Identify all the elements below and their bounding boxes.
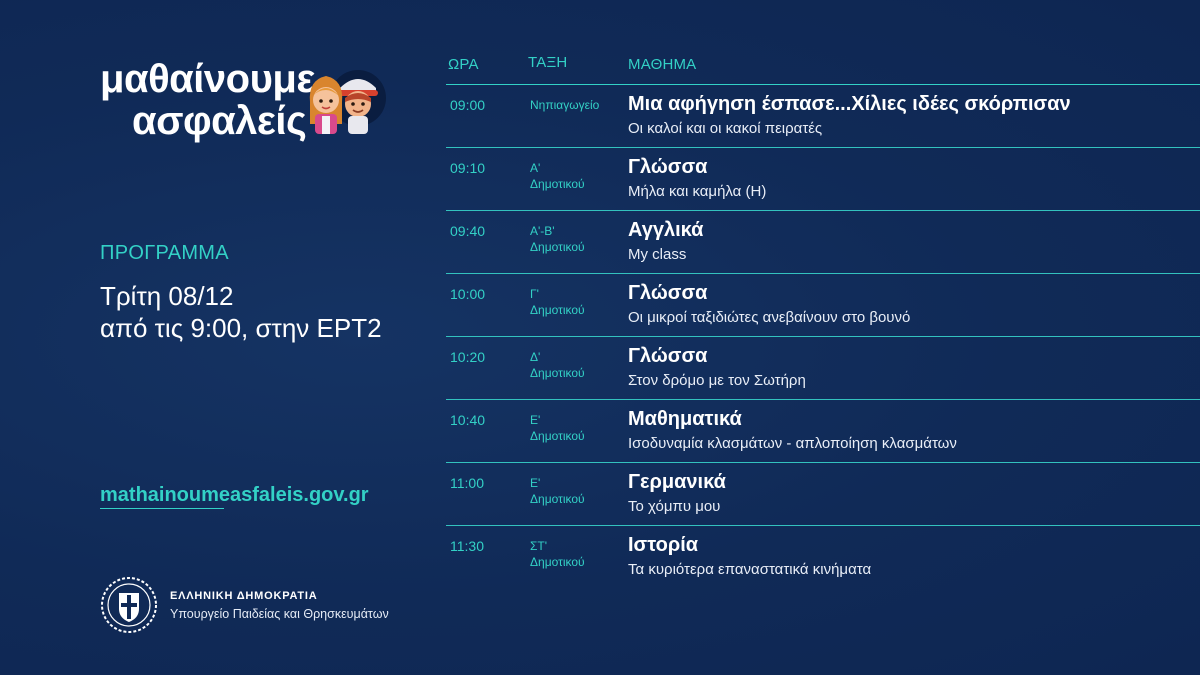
schedule-row: 10:40 Ε' Δημοτικού Μαθηματικά Ισοδυναμία… [446, 400, 1200, 463]
ministry-footer: ΕΛΛΗΝΙΚΗ ΔΗΜΟΚΡΑΤΙΑ Υπουργείο Παιδείας κ… [100, 576, 389, 634]
row-time: 11:30 [450, 538, 484, 554]
row-grade: Ε' Δημοτικού [530, 475, 585, 507]
row-grade-school: Δημοτικού [530, 492, 585, 506]
republic-title: ΕΛΛΗΝΙΚΗ ΔΗΜΟΚΡΑΤΙΑ [170, 589, 318, 602]
broadcast-time-channel: από τις 9:00, στην ΕΡΤ2 [100, 313, 382, 343]
row-grade-level: Ε' [530, 413, 541, 427]
schedule-row: 09:40 Α'-Β' Δημοτικού Αγγλικά My class [446, 211, 1200, 274]
kids-illustration-icon [309, 70, 386, 134]
row-lesson-topic: Τα κυριότερα επαναστατικά κινήματα [628, 561, 872, 578]
row-grade-level: Δ' [530, 350, 541, 364]
schedule-row: 11:00 Ε' Δημοτικού Γερμανικά Το χόμπυ μο… [446, 463, 1200, 526]
header-subject: ΜΑΘΗΜΑ [628, 56, 697, 73]
logo-line-2: ασφαλείς [132, 99, 307, 143]
row-grade: ΣΤ' Δημοτικού [530, 538, 585, 570]
row-grade-level: Α' [530, 161, 541, 175]
row-lesson-topic: Στον δρόμο με τον Σωτήρη [628, 372, 806, 389]
row-lesson-topic: Μήλα και καμήλα (Η) [628, 183, 767, 200]
row-lesson-topic: My class [628, 246, 687, 263]
row-lesson-topic: Το χόμπυ μου [628, 498, 721, 515]
row-grade-school: Δημοτικού [530, 429, 585, 443]
row-subject-title: Μια αφήγηση έσπασε...Χίλιες ιδέες σκόρπι… [628, 93, 1071, 115]
row-subject-title: Γλώσσα [628, 282, 708, 304]
logo-wordmark: μαθαίνουμε ασφαλείς [100, 58, 315, 142]
row-grade-school: Δημοτικού [530, 555, 585, 569]
row-lesson-topic: Οι μικροί ταξιδιώτες ανεβαίνουν στο βουν… [628, 309, 911, 326]
row-time: 09:10 [450, 160, 486, 176]
row-time: 10:20 [450, 349, 486, 365]
row-subject-title: Γερμανικά [628, 471, 726, 493]
row-grade-level: Νηπιαγωγείο [530, 98, 600, 112]
row-grade: Δ' Δημοτικού [530, 349, 585, 381]
header-time: ΩΡΑ [448, 56, 479, 73]
schedule-row: 11:30 ΣΤ' Δημοτικού Ιστορία Τα κυριότερα… [446, 526, 1200, 588]
header-grade: ΤΑΞΗ [528, 54, 568, 71]
program-label: ΠΡΟΓΡΑΜΜΑ [100, 242, 229, 264]
row-subject-title: Γλώσσα [628, 345, 708, 367]
row-grade-school: Δημοτικού [530, 303, 585, 317]
greek-republic-emblem-icon [101, 577, 157, 633]
row-time: 10:00 [450, 286, 486, 302]
row-grade-level: Ε' [530, 476, 541, 490]
row-grade: Γ' Δημοτικού [530, 286, 585, 318]
row-lesson-topic: Ισοδυναμία κλασμάτων - απλοποίηση κλασμά… [628, 435, 957, 452]
row-time: 09:40 [450, 223, 486, 239]
row-grade: Ε' Δημοτικού [530, 412, 585, 444]
logo-line-1: μαθαίνουμε [100, 57, 315, 101]
row-grade-school: Δημοτικού [530, 366, 585, 380]
row-subject-title: Ιστορία [628, 534, 699, 556]
row-grade-school: Δημοτικού [530, 177, 585, 191]
row-grade-level: Γ' [530, 287, 539, 301]
website-underline [100, 508, 224, 509]
schedule-row: 09:10 Α' Δημοτικού Γλώσσα Μήλα και καμήλ… [446, 148, 1200, 211]
schedule-header: ΩΡΑ ΤΑΞΗ ΜΑΘΗΜΑ [446, 54, 1200, 84]
row-time: 10:40 [450, 412, 486, 428]
row-grade-level: ΣΤ' [530, 539, 548, 553]
ministry-name: Υπουργείο Παιδείας και Θρησκευμάτων [170, 606, 389, 621]
row-time: 09:00 [450, 97, 486, 113]
row-time: 11:00 [450, 475, 484, 491]
row-grade-school: Δημοτικού [530, 240, 585, 254]
row-subject-title: Γλώσσα [628, 156, 708, 178]
schedule-row: 10:00 Γ' Δημοτικού Γλώσσα Οι μικροί ταξι… [446, 274, 1200, 337]
broadcast-date: Τρίτη 08/12 [100, 281, 234, 311]
row-grade: Α'-Β' Δημοτικού [530, 223, 585, 255]
header-divider [446, 84, 1200, 85]
schedule-row: 09:00 Νηπιαγωγείο Μια αφήγηση έσπασε...Χ… [446, 85, 1200, 148]
row-subject-title: Αγγλικά [628, 219, 704, 241]
schedule-table: ΩΡΑ ΤΑΞΗ ΜΑΘΗΜΑ 09:00 Νηπιαγωγείο Μια αφ… [446, 54, 1200, 588]
website-link[interactable]: mathainoumeasfaleis.gov.gr [100, 484, 369, 506]
row-grade-level: Α'-Β' [530, 224, 555, 238]
row-grade: Νηπιαγωγείο [530, 97, 599, 113]
row-grade: Α' Δημοτικού [530, 160, 585, 192]
row-lesson-topic: Οι καλοί και οι κακοί πειρατές [628, 120, 823, 137]
schedule-row: 10:20 Δ' Δημοτικού Γλώσσα Στον δρόμο με … [446, 337, 1200, 400]
row-subject-title: Μαθηματικά [628, 408, 742, 430]
